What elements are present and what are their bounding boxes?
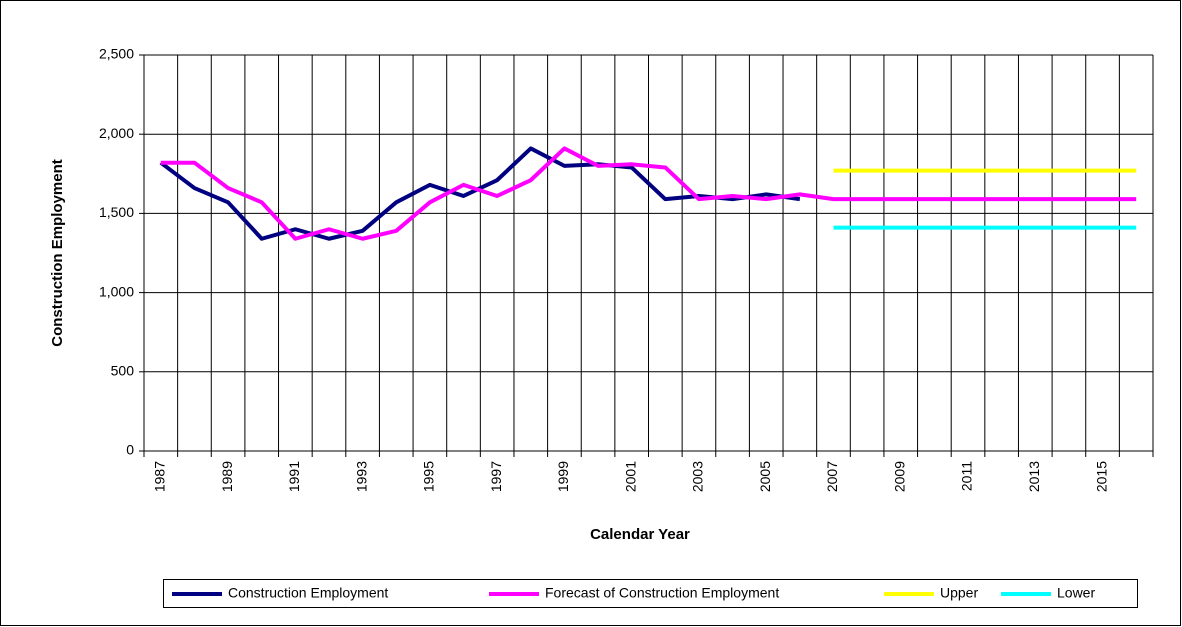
legend-label: Lower (1057, 585, 1095, 601)
x-tick-label: 2015 (1093, 461, 1109, 492)
legend-label: Forecast of Construction Employment (545, 585, 779, 601)
x-tick-label: 2009 (891, 461, 907, 492)
legend-label: Upper (940, 585, 978, 601)
y-tick-label: 2,500 (99, 46, 134, 62)
x-tick-label: 2003 (690, 461, 706, 492)
series-line (160, 146, 1137, 241)
x-axis-title: Calendar Year (590, 526, 690, 543)
x-tick-label: 1995 (421, 461, 437, 492)
x-tick-label: 2011 (959, 461, 975, 491)
x-tick-label: 1991 (286, 461, 302, 492)
y-tick-label: 1,000 (99, 283, 134, 299)
y-tick-label: 2,000 (99, 125, 134, 141)
x-tick-label: 1987 (152, 461, 168, 492)
x-tick-label: 1997 (488, 461, 504, 492)
y-tick-label: 500 (111, 363, 135, 379)
x-tick-label: 1993 (353, 461, 369, 492)
x-tick-label: 2005 (757, 461, 773, 492)
x-tick-label: 2007 (824, 461, 840, 492)
legend-box (163, 579, 1138, 608)
x-tick-label: 1989 (219, 461, 235, 492)
x-tick-label: 1999 (555, 461, 571, 492)
y-tick-label: 0 (126, 442, 134, 458)
legend-label: Construction Employment (228, 585, 388, 601)
y-axis-title: Construction Employment (49, 159, 66, 347)
x-tick-label: 2013 (1026, 461, 1042, 492)
x-tick-label: 2001 (622, 461, 638, 492)
y-tick-label: 1,500 (99, 204, 134, 220)
